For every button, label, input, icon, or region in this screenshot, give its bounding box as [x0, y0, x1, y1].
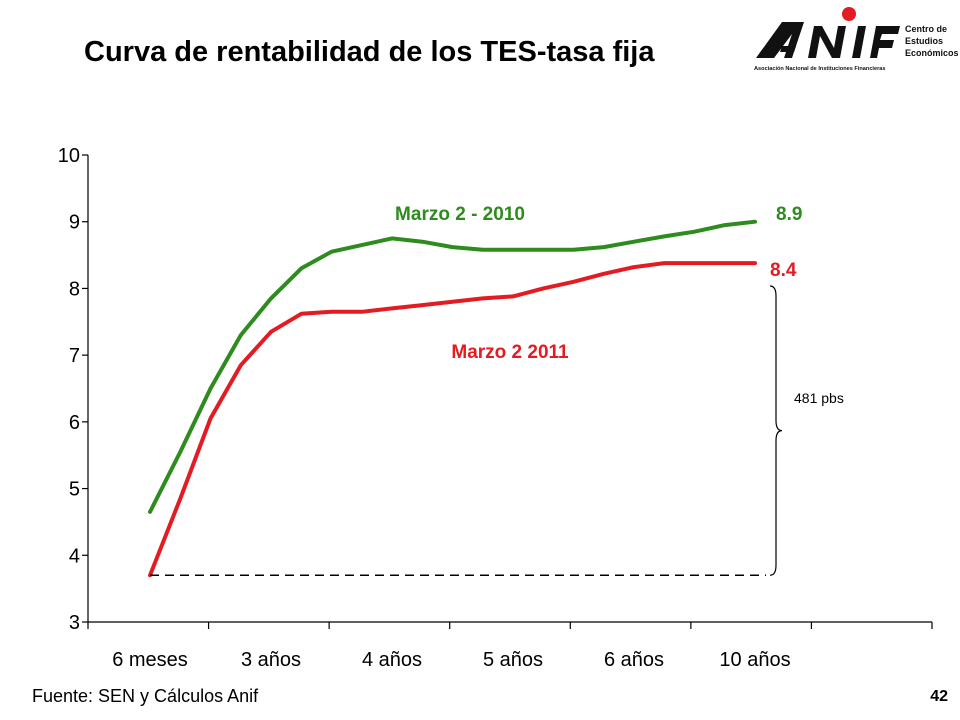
slide-title: Curva de rentabilidad de los TES-tasa fi…	[84, 36, 655, 68]
y-tick-label: 5	[69, 479, 80, 501]
series-line-2011	[148, 261, 757, 578]
x-tick-label: 6 años	[604, 649, 664, 671]
series-name-2010: Marzo 2 - 2010	[395, 204, 525, 225]
logo-side-line-1: Centro de	[905, 24, 947, 34]
logo-side-line-2: Estudios	[905, 36, 943, 46]
x-tick-label: 4 años	[362, 649, 422, 671]
y-tick-label: 8	[69, 278, 80, 300]
chart-series	[148, 219, 757, 578]
page-number: 42	[930, 688, 948, 705]
logo-dot	[842, 7, 856, 21]
spread-brace	[769, 285, 783, 576]
end-value-2010: 8.9	[776, 204, 802, 225]
x-tick-label: 10 años	[719, 649, 790, 671]
y-tick-label: 10	[58, 145, 80, 167]
series-name-2011: Marzo 2 2011	[451, 342, 569, 363]
x-tick-label: 5 años	[483, 649, 543, 671]
chart-labels: Marzo 2 - 2010 Marzo 2 2011 8.9 8.4 481 pbs	[150, 204, 844, 577]
x-tick-label: 6 meses	[112, 649, 188, 671]
anif-logo: Asociación Nacional de Instituciones Fin…	[754, 7, 958, 72]
logo-side-line-3: Económicos	[905, 48, 958, 58]
y-tick-label: 7	[69, 345, 80, 367]
y-tick-label: 4	[69, 545, 80, 567]
end-value-2011: 8.4	[770, 260, 797, 281]
logo-subtitle: Asociación Nacional de Instituciones Fin…	[754, 66, 886, 72]
series-line-2010	[148, 219, 757, 514]
chart-axes: 3 4 5 6 7 8 9 10 6 meses 3 años 4 años 5 años 6 años…	[58, 145, 933, 671]
source-note: Fuente: SEN y Cálculos Anif	[32, 686, 259, 706]
spread-label: 481 pbs	[794, 390, 844, 406]
anif-wordmark	[756, 22, 900, 58]
y-tick-label: 6	[69, 412, 80, 434]
y-tick-label: 9	[69, 212, 80, 234]
x-tick-label: 3 años	[241, 649, 301, 671]
y-tick-label: 3	[69, 612, 80, 634]
